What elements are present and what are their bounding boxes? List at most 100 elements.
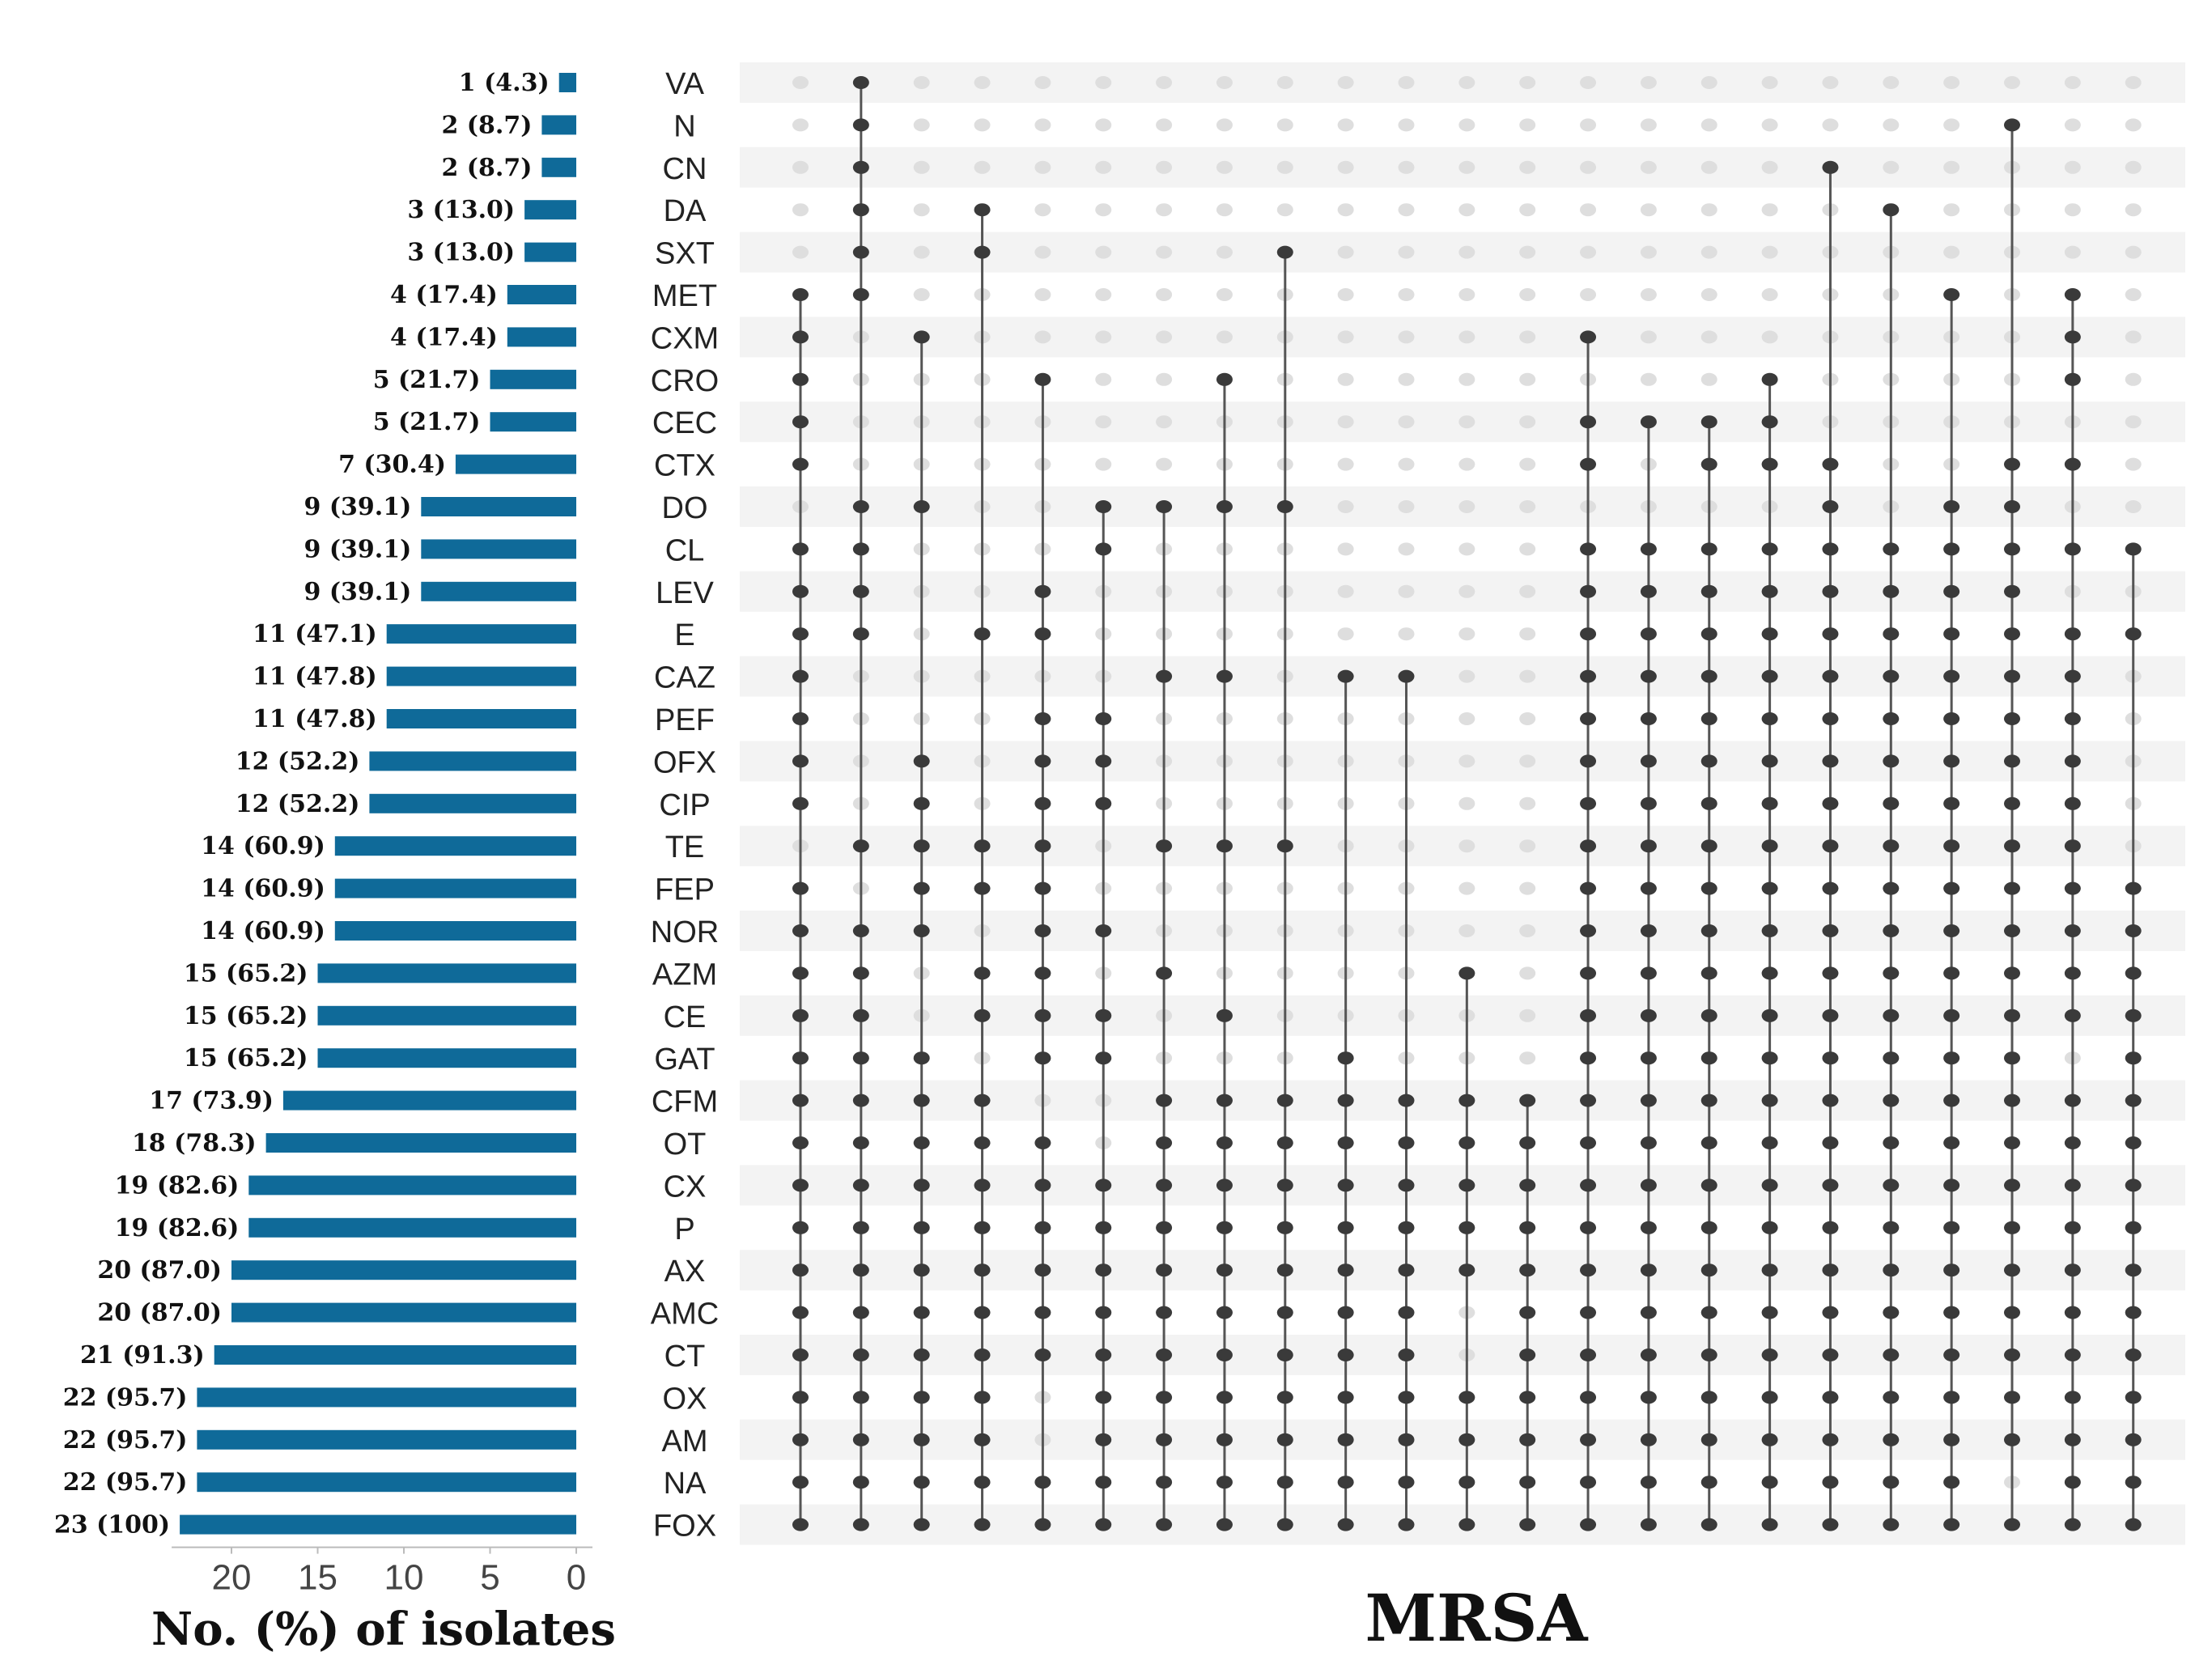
matrix-dot-on bbox=[1700, 584, 1717, 598]
set-size-bar bbox=[421, 581, 576, 601]
matrix-dot-on bbox=[1337, 1306, 1354, 1319]
matrix-dot-on bbox=[1276, 1433, 1293, 1446]
matrix-dot-on bbox=[1761, 542, 1778, 556]
matrix-dot-on bbox=[2064, 881, 2081, 895]
matrix-dot-on bbox=[974, 1433, 991, 1446]
set-name-label: NOR bbox=[651, 915, 719, 949]
matrix-dot-off bbox=[1337, 76, 1354, 89]
matrix-dot-on bbox=[1276, 1136, 1293, 1149]
matrix-dot-on bbox=[1883, 1136, 1900, 1149]
matrix-dot-off bbox=[1095, 330, 1112, 344]
matrix-dot-off bbox=[1700, 76, 1717, 89]
matrix-dot-off bbox=[1095, 372, 1112, 386]
set-size-bar bbox=[317, 1048, 576, 1068]
matrix-dot-off bbox=[1095, 160, 1112, 174]
matrix-dot-off bbox=[1458, 160, 1475, 174]
matrix-dot-on bbox=[1034, 627, 1051, 641]
set-name-label: FOX bbox=[653, 1510, 716, 1544]
matrix-dot-on bbox=[1883, 712, 1900, 725]
set-name-label: CAZ bbox=[654, 661, 715, 695]
set-name-label: CE bbox=[664, 1000, 707, 1034]
set-name-label: CL bbox=[665, 533, 705, 567]
matrix-dot-off bbox=[1883, 118, 1900, 132]
matrix-dot-on bbox=[2064, 1306, 2081, 1319]
matrix-dot-on bbox=[1580, 1433, 1597, 1446]
matrix-dot-on bbox=[852, 1391, 869, 1404]
matrix-dot-off bbox=[1519, 627, 1536, 641]
matrix-dot-on bbox=[1156, 1476, 1173, 1489]
set-size-bar bbox=[524, 200, 576, 220]
matrix-dot-on bbox=[1580, 1306, 1597, 1319]
set-size-bar bbox=[541, 157, 576, 177]
matrix-dot-on bbox=[852, 1348, 869, 1361]
matrix-dot-off bbox=[1458, 330, 1475, 344]
matrix-dot-on bbox=[792, 1051, 809, 1065]
set-name-label: DA bbox=[664, 194, 707, 228]
matrix-dot-off bbox=[1337, 542, 1354, 556]
set-size-label: 7 (30.4) bbox=[338, 451, 446, 479]
matrix-dot-on bbox=[1822, 966, 1839, 980]
set-size-bar bbox=[386, 666, 576, 686]
matrix-dot-on bbox=[1883, 1306, 1900, 1319]
matrix-dot-on bbox=[1700, 924, 1717, 937]
matrix-dot-on bbox=[1700, 1136, 1717, 1149]
set-name-label: CIP bbox=[659, 788, 710, 822]
set-size-label: 5 (21.7) bbox=[373, 408, 481, 436]
set-size-bar bbox=[197, 1472, 576, 1493]
matrix-dot-on bbox=[2064, 1178, 2081, 1192]
matrix-dot-on bbox=[913, 881, 930, 895]
matrix-dot-on bbox=[792, 1518, 809, 1531]
matrix-dot-on bbox=[1943, 796, 1960, 810]
set-size-bar bbox=[421, 497, 576, 516]
matrix-dot-on bbox=[1337, 1348, 1354, 1361]
set-size-bar bbox=[265, 1133, 576, 1153]
matrix-dot-off bbox=[1034, 203, 1051, 217]
matrix-dot-on bbox=[2125, 1433, 2142, 1446]
matrix-dot-off bbox=[1943, 76, 1960, 89]
matrix-dot-off bbox=[1943, 245, 1960, 259]
matrix-dot-on bbox=[1580, 542, 1597, 556]
set-size-label: 2 (8.7) bbox=[441, 154, 532, 182]
matrix-dot-on bbox=[1883, 881, 1900, 895]
matrix-dot-off bbox=[974, 76, 991, 89]
matrix-dot-on bbox=[1640, 1263, 1657, 1277]
matrix-dot-on bbox=[2125, 1009, 2142, 1022]
matrix-dot-on bbox=[2064, 796, 2081, 810]
matrix-dot-on bbox=[2125, 1476, 2142, 1489]
matrix-dot-off bbox=[1156, 372, 1173, 386]
matrix-dot-off bbox=[974, 160, 991, 174]
matrix-dot-on bbox=[913, 1178, 930, 1192]
matrix-dot-on bbox=[1943, 1263, 1960, 1277]
matrix-dot-on bbox=[1822, 669, 1839, 683]
matrix-dot-on bbox=[852, 1433, 869, 1446]
matrix-dot-on bbox=[1156, 1263, 1173, 1277]
matrix-dot-off bbox=[1761, 160, 1778, 174]
matrix-dot-on bbox=[1216, 372, 1233, 386]
matrix-dot-on bbox=[1580, 1221, 1597, 1234]
matrix-dot-off bbox=[2125, 500, 2142, 513]
matrix-dot-off bbox=[1216, 160, 1233, 174]
matrix-dot-on bbox=[1761, 1051, 1778, 1065]
matrix-dot-on bbox=[1580, 1178, 1597, 1192]
matrix-dot-on bbox=[974, 839, 991, 853]
matrix-dot-on bbox=[1943, 584, 1960, 598]
matrix-dot-on bbox=[1640, 669, 1657, 683]
matrix-dot-on bbox=[1580, 415, 1597, 429]
matrix-dot-on bbox=[2064, 372, 2081, 386]
matrix-dot-on bbox=[913, 796, 930, 810]
matrix-dot-on bbox=[1640, 881, 1657, 895]
set-size-bar bbox=[421, 539, 576, 559]
matrix-dot-on bbox=[852, 627, 869, 641]
matrix-dot-on bbox=[2064, 1263, 2081, 1277]
matrix-dot-on bbox=[792, 924, 809, 937]
set-size-bar bbox=[386, 709, 576, 728]
matrix-dot-on bbox=[1276, 1348, 1293, 1361]
matrix-dot-on bbox=[1034, 1306, 1051, 1319]
matrix-dot-on bbox=[1216, 1221, 1233, 1234]
matrix-dot-on bbox=[2064, 1518, 2081, 1531]
matrix-dot-on bbox=[1700, 1306, 1717, 1319]
matrix-dot-on bbox=[2125, 1051, 2142, 1065]
matrix-dot-on bbox=[1458, 1094, 1475, 1107]
matrix-dot-on bbox=[2004, 1051, 2020, 1065]
matrix-dot-on bbox=[913, 924, 930, 937]
